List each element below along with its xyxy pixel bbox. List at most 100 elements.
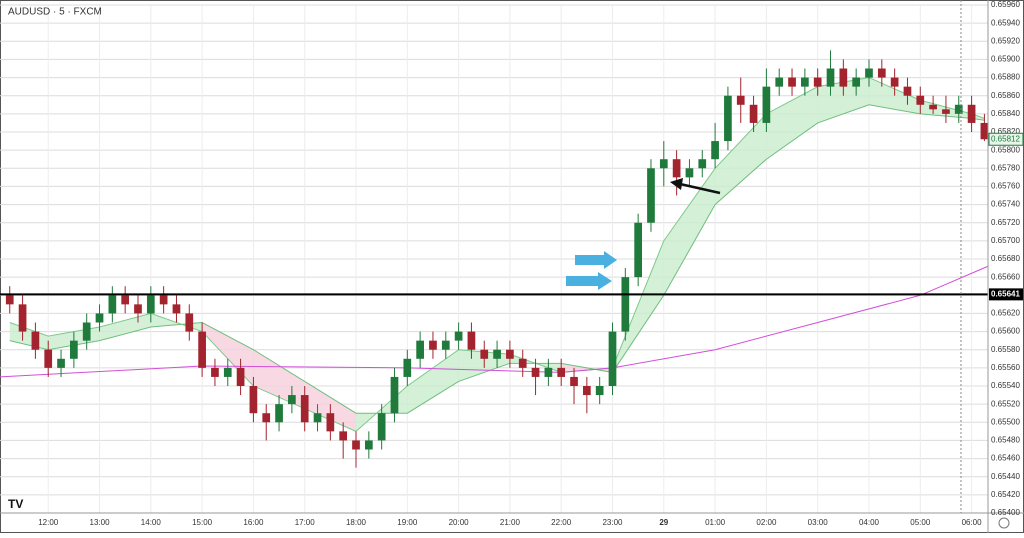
candle-body — [506, 349, 514, 359]
x-tick-label: 14:00 — [141, 518, 162, 527]
candle-body — [429, 340, 437, 350]
candle-body — [5, 295, 14, 305]
x-tick-label: 23:00 — [602, 518, 623, 527]
y-tick-label: 0.65440 — [991, 472, 1020, 481]
candle-body — [403, 358, 412, 377]
candle-body — [454, 331, 463, 341]
candle-body — [441, 340, 450, 350]
x-tick-label: 19:00 — [397, 518, 418, 527]
candle-body — [467, 331, 476, 350]
level-label: 0.65641 — [991, 289, 1020, 298]
candle-body — [44, 349, 53, 368]
x-tick-label: 06:00 — [962, 518, 983, 527]
y-tick-label: 0.65500 — [991, 417, 1020, 426]
candle-body — [762, 86, 771, 123]
candle-body — [647, 168, 655, 223]
candle-body — [698, 159, 707, 169]
y-tick-label: 0.65760 — [991, 182, 1020, 191]
level-label-bg — [989, 288, 1023, 301]
candle-body — [185, 313, 194, 332]
candle-body — [583, 386, 591, 396]
y-tick-label: 0.65620 — [991, 309, 1020, 318]
candle-body — [608, 331, 617, 386]
candle-body — [493, 349, 501, 359]
x-tick-label: 16:00 — [243, 518, 264, 527]
candle-body — [801, 77, 809, 87]
y-tick-label: 0.65780 — [991, 163, 1020, 172]
y-tick-label: 0.65820 — [991, 127, 1020, 136]
candle-body — [685, 168, 694, 178]
y-tick-label: 0.65860 — [991, 91, 1020, 100]
chart-title: AUDUSD · 5 · FXCM — [8, 7, 102, 18]
candle-body — [749, 104, 758, 123]
candle-body — [672, 159, 681, 178]
candle-body — [300, 395, 309, 423]
candle-body — [557, 367, 566, 377]
x-tick-label: 15:00 — [192, 518, 213, 527]
candle-body — [711, 141, 719, 160]
y-tick-label: 0.65560 — [991, 363, 1020, 372]
y-tick-label: 0.65540 — [991, 381, 1020, 390]
y-tick-label: 0.65680 — [991, 254, 1020, 263]
candle-body — [172, 304, 181, 314]
candle-body — [211, 367, 219, 377]
candle-body — [326, 413, 335, 432]
x-tick-label: 13:00 — [90, 518, 111, 527]
candle-body — [146, 295, 155, 314]
candle-body — [890, 77, 899, 87]
y-tick-label: 0.65740 — [991, 200, 1020, 209]
candle-body — [916, 95, 925, 105]
candle-body — [82, 322, 91, 341]
annotation-arrow — [679, 182, 721, 195]
candle-body — [903, 86, 912, 96]
candle-body — [313, 413, 322, 423]
y-tick-label: 0.65700 — [991, 236, 1020, 245]
x-tick-label: 21:00 — [500, 518, 521, 527]
candle-body — [223, 367, 232, 377]
ma-band — [766, 86, 818, 160]
candle-body — [595, 386, 604, 396]
ma-band — [663, 168, 716, 296]
x-tick-label: 03:00 — [808, 518, 829, 527]
x-tick-label: 20:00 — [449, 518, 470, 527]
candle-body — [159, 295, 168, 305]
candle-body — [339, 431, 348, 441]
annotation-arrowhead — [670, 178, 683, 190]
y-tick-label: 0.65480 — [991, 436, 1020, 445]
candle-body — [865, 68, 873, 78]
candle-body — [788, 77, 796, 87]
y-tick-label: 0.65420 — [991, 490, 1020, 499]
candle-body — [954, 104, 963, 114]
last-price-bg — [988, 132, 1024, 146]
ma-band — [407, 349, 459, 414]
y-tick-label: 0.65520 — [991, 399, 1020, 408]
candle-body — [724, 95, 732, 142]
y-tick-label: 0.65940 — [991, 18, 1020, 27]
candle-body — [390, 376, 399, 414]
candle-body — [364, 440, 373, 450]
x-tick-label: 04:00 — [859, 518, 880, 527]
y-tick-label: 0.65900 — [991, 55, 1020, 64]
candle-body — [634, 222, 642, 278]
candle-body — [108, 295, 117, 314]
y-tick-label: 0.65600 — [991, 327, 1020, 336]
y-tick-label: 0.65800 — [991, 145, 1020, 154]
candle-body — [531, 367, 540, 377]
x-tick-label: 01:00 — [705, 518, 726, 527]
candle-body — [57, 358, 65, 368]
candle-body — [659, 159, 668, 169]
candle-body — [121, 295, 130, 305]
ma-band — [715, 113, 767, 205]
x-tick-label: 05:00 — [910, 518, 931, 527]
logo: TV — [8, 497, 23, 511]
x-tick-label: 17:00 — [295, 518, 316, 527]
settings-button[interactable] — [998, 517, 1010, 529]
candle-body — [621, 277, 630, 332]
y-tick-label: 0.65840 — [991, 109, 1020, 118]
x-tick-label: 02:00 — [756, 518, 777, 527]
candle-body — [134, 304, 142, 314]
last-price-label: 0.65812 — [991, 134, 1020, 143]
candle-body — [570, 376, 578, 386]
x-tick-label: 29 — [659, 518, 668, 527]
